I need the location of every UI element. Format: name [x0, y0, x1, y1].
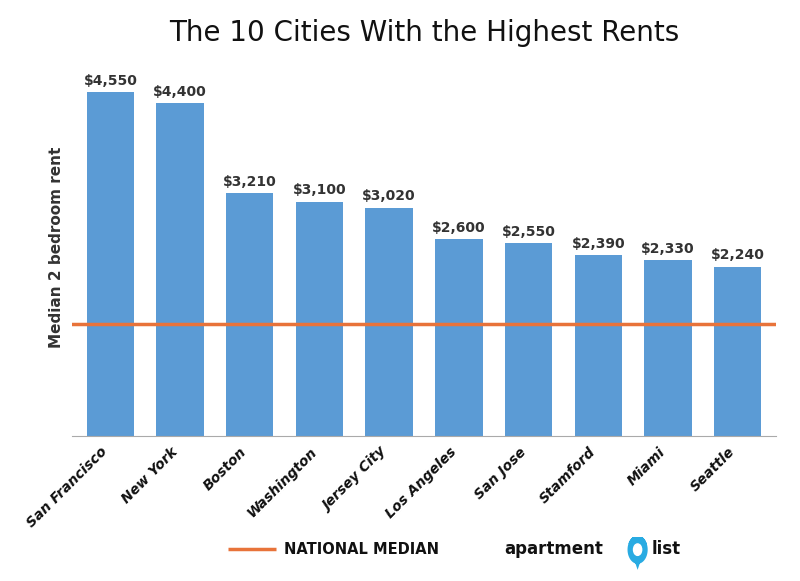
Bar: [296, 202, 343, 436]
Bar: [86, 92, 134, 436]
Text: list: list: [651, 540, 680, 558]
Y-axis label: Median 2 bedroom rent: Median 2 bedroom rent: [49, 146, 64, 347]
Text: $2,550: $2,550: [502, 225, 555, 239]
Bar: [505, 243, 552, 436]
Text: $2,240: $2,240: [710, 249, 765, 263]
Text: $2,330: $2,330: [641, 242, 694, 256]
Text: $2,600: $2,600: [432, 221, 486, 235]
Text: $3,100: $3,100: [293, 184, 346, 198]
Bar: [644, 260, 692, 436]
Text: NATIONAL MEDIAN: NATIONAL MEDIAN: [284, 541, 439, 557]
Text: apartment: apartment: [504, 540, 603, 558]
Bar: [156, 103, 204, 436]
Bar: [574, 255, 622, 436]
Bar: [714, 267, 762, 436]
Bar: [435, 239, 482, 436]
Title: The 10 Cities With the Highest Rents: The 10 Cities With the Highest Rents: [169, 19, 679, 48]
Bar: [366, 207, 413, 436]
Text: $3,210: $3,210: [223, 175, 277, 189]
Bar: [226, 193, 274, 436]
Text: $3,020: $3,020: [362, 189, 416, 203]
PathPatch shape: [627, 536, 648, 570]
Text: $4,400: $4,400: [153, 85, 207, 99]
Text: $4,550: $4,550: [83, 74, 138, 88]
Circle shape: [634, 544, 642, 555]
Text: $2,390: $2,390: [571, 237, 625, 251]
